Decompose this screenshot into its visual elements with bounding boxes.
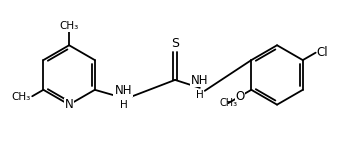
Text: O: O [236,90,245,103]
Text: NH: NH [115,84,132,97]
Text: H: H [120,100,127,110]
Text: S: S [171,37,179,50]
Text: CH₃: CH₃ [11,92,30,102]
Text: CH₃: CH₃ [219,98,237,108]
Text: H: H [196,90,204,100]
Text: Cl: Cl [317,46,328,59]
Text: CH₃: CH₃ [59,21,79,31]
Text: N: N [65,98,73,111]
Text: NH: NH [191,74,209,87]
Text: NH
H: NH H [114,84,131,112]
